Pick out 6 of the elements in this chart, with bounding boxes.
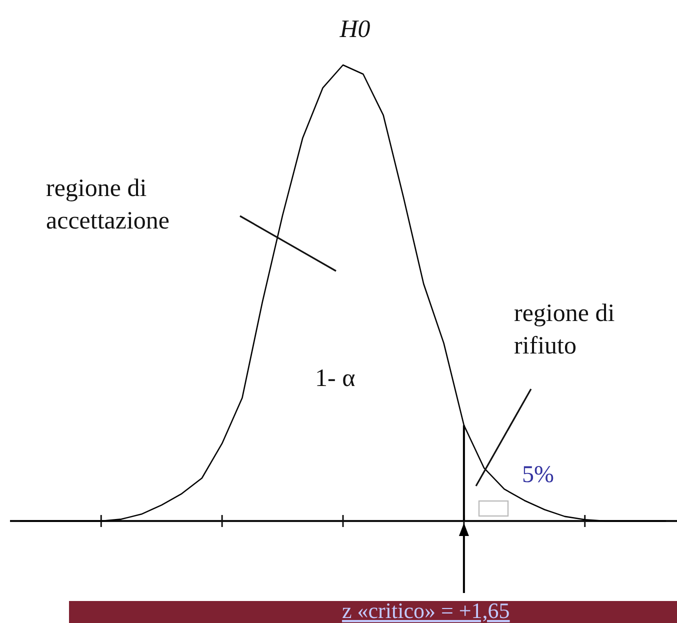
annotation: regione di accettazione [46,175,170,234]
annotation: regione di rifiuto [514,300,615,360]
text: z «critico» = +1,65 [342,598,510,623]
annotation: 1- α [315,365,356,392]
chart-title: H0 [338,16,371,43]
annotation: 5% [522,462,554,488]
